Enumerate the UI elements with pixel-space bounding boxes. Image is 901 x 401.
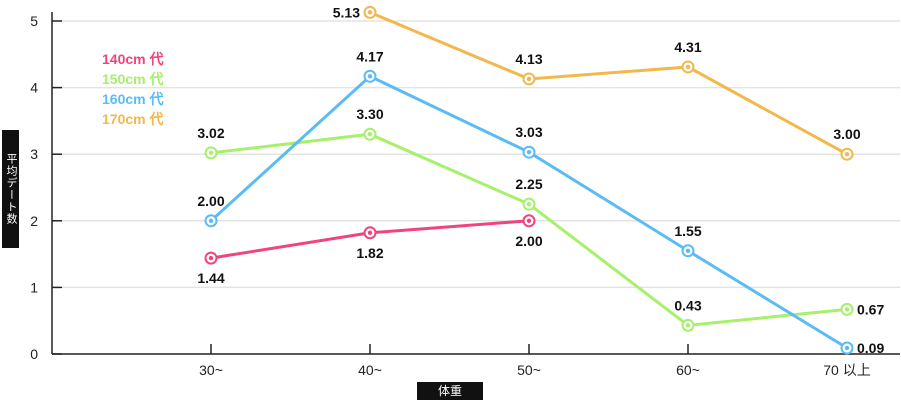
x-axis-label: 体重 (417, 382, 483, 400)
data-label: 4.17 (356, 48, 383, 64)
data-point-dot (526, 150, 532, 155)
legend-item: 140cm 代 (102, 51, 163, 67)
data-label: 2.00 (515, 233, 542, 249)
data-label: 3.03 (515, 124, 542, 140)
data-label: 1.55 (674, 223, 701, 239)
data-label: 5.13 (333, 4, 360, 20)
data-point-dot (367, 74, 373, 79)
series-line (210, 132, 848, 327)
data-point-dot (367, 10, 373, 15)
data-label: 0.67 (857, 301, 884, 317)
y-tick-label: 2 (30, 213, 38, 229)
data-point-dot (685, 64, 691, 70)
series-line (209, 74, 848, 350)
data-label: 4.31 (674, 39, 701, 55)
data-label: 3.00 (833, 126, 860, 142)
data-point-dot (208, 218, 214, 223)
data-point-dot (367, 230, 373, 235)
data-point-dot (208, 255, 214, 261)
x-tick-label: 50~ (517, 362, 541, 378)
y-tick-label: 3 (30, 146, 38, 162)
data-point-dot (208, 150, 214, 156)
x-tick-label: 60~ (676, 362, 700, 378)
y-tick-label: 1 (30, 279, 38, 295)
data-point-dot (844, 152, 850, 157)
data-point-dot (685, 248, 691, 253)
data-label: 0.09 (857, 340, 884, 356)
data-label: 3.30 (356, 106, 383, 122)
legend-item: 170cm 代 (102, 111, 163, 127)
series-line (369, 10, 848, 156)
x-tick-label: 30~ (199, 362, 223, 378)
data-point-dot (526, 201, 532, 207)
x-tick-label: 70 以上 (823, 362, 870, 378)
data-label: 1.44 (197, 270, 224, 286)
x-tick-label: 40~ (358, 362, 382, 378)
data-label: 1.82 (356, 245, 383, 261)
y-axis-label: 平均デート数 (2, 130, 19, 248)
data-point-dot (844, 307, 850, 312)
data-label: 3.02 (197, 125, 224, 141)
data-point-dot (526, 218, 532, 223)
data-point-dot (685, 323, 691, 328)
data-label: 2.25 (515, 176, 542, 192)
y-tick-label: 0 (30, 346, 38, 362)
data-point-dot (367, 132, 373, 137)
data-point-dot (526, 76, 532, 82)
data-label: 4.13 (515, 51, 542, 67)
y-tick-label: 4 (30, 80, 38, 96)
legend-item: 150cm 代 (102, 71, 163, 87)
y-tick-label: 5 (30, 13, 38, 29)
data-point-dot (844, 345, 850, 351)
data-label: 2.00 (197, 193, 224, 209)
data-label: 0.43 (674, 297, 701, 313)
legend-item: 160cm 代 (102, 91, 163, 107)
